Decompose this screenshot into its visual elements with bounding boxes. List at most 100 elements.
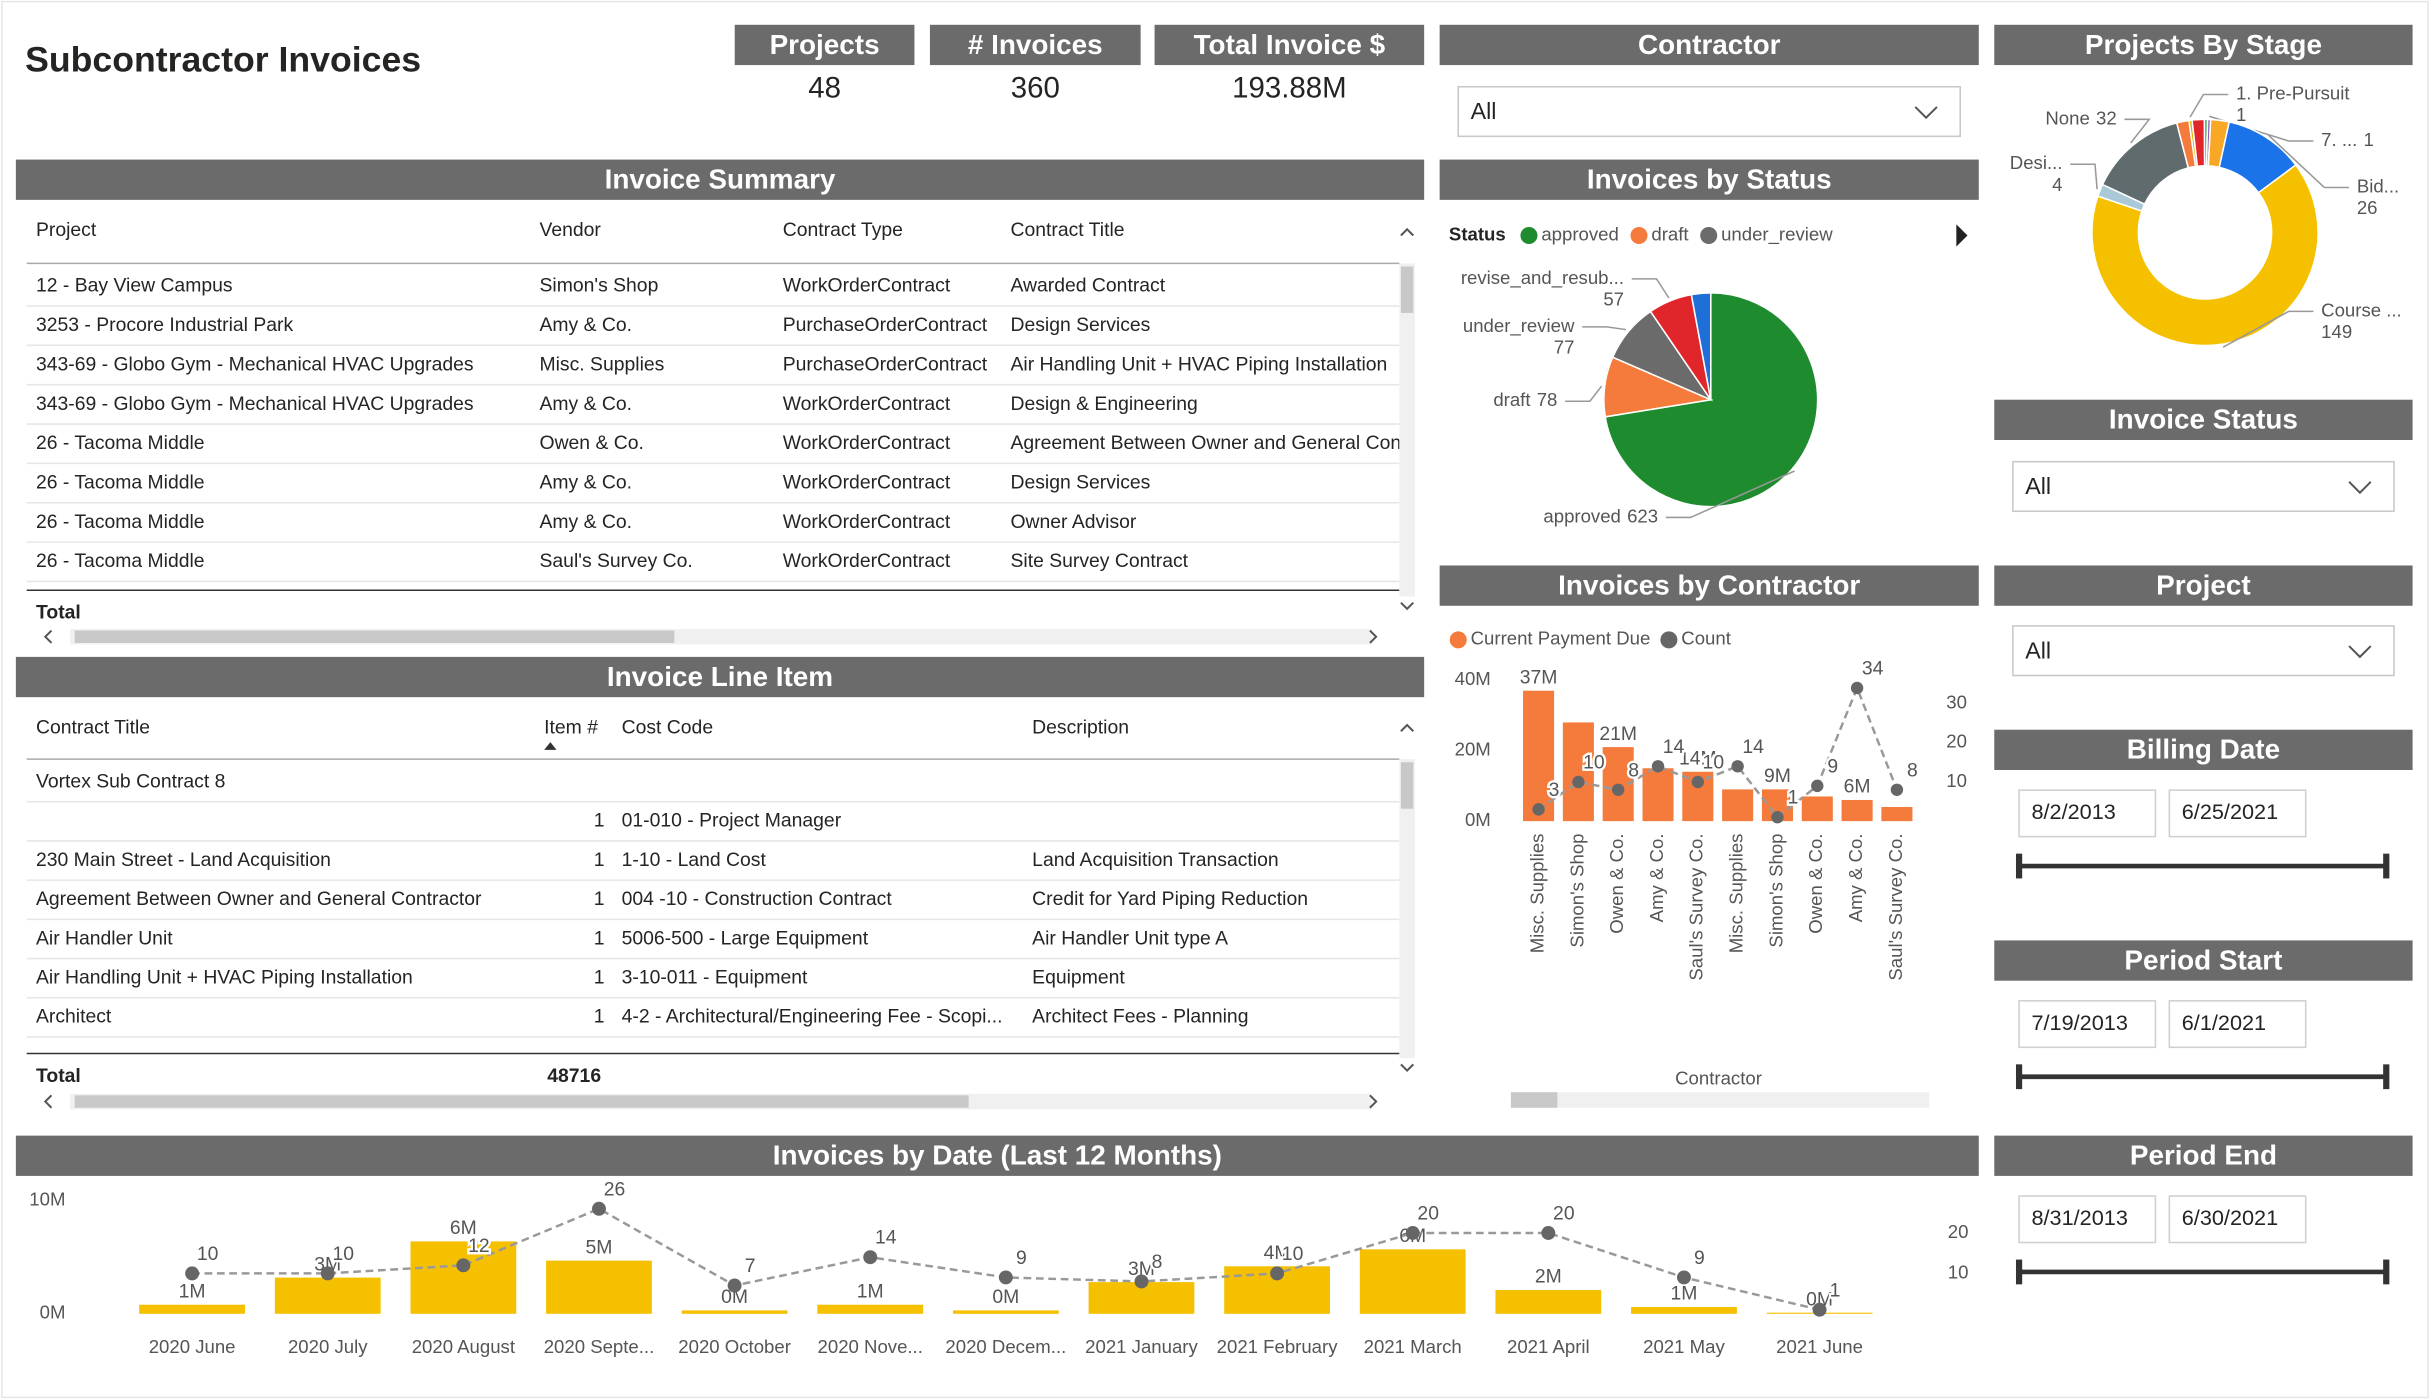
date-input[interactable]: [2018, 1000, 2157, 1049]
date-input[interactable]: [2168, 1000, 2307, 1049]
panel-title: Invoices by Status: [1587, 164, 1832, 195]
column-header: Contract Type: [783, 219, 903, 241]
scrollbar-thumb[interactable]: [1400, 762, 1414, 809]
y2-tick-label: 20: [1948, 1221, 1969, 1242]
line-marker: [1651, 760, 1665, 773]
table-cell: WorkOrderContract: [783, 511, 951, 533]
kpi-value: 193.88M: [1232, 72, 1347, 105]
table-cell: 26 - Tacoma Middle: [36, 471, 205, 493]
y2-tick-label: 30: [1946, 692, 1967, 713]
dropdown[interactable]: [2012, 625, 2395, 677]
line: [1537, 684, 1899, 819]
x-tick-label: 2020 Septe...: [544, 1336, 655, 1357]
slider-handle[interactable]: [2383, 853, 2390, 879]
legend-label: Current Payment Due: [1471, 628, 1651, 649]
date-start: 8/31/2013: [2031, 1205, 2127, 1230]
slice-value: 57: [1603, 288, 1624, 309]
x-tick-label: Owen & Co.: [1805, 834, 1826, 934]
legend-title: Status: [1449, 223, 1506, 244]
bar: [139, 1304, 246, 1314]
slider-handle[interactable]: [2383, 1064, 2390, 1090]
total-cell: Total: [36, 602, 81, 624]
slice-label: Bid... 26: [2357, 175, 2399, 218]
slider-handle[interactable]: [2015, 853, 2023, 879]
line-marker: [1850, 681, 1864, 695]
line-marker: [1812, 1302, 1827, 1317]
bar: [1801, 796, 1833, 822]
date-input[interactable]: [2168, 1195, 2307, 1244]
column-header: Item #: [544, 716, 598, 738]
bar: [681, 1310, 788, 1314]
legend-swatch: [1449, 631, 1467, 649]
panel-title: Total Invoice $: [1194, 29, 1386, 60]
y2-tick-label: 10: [1948, 1261, 1969, 1282]
table-cell: WorkOrderContract: [783, 393, 951, 415]
column-header: Vendor: [540, 219, 602, 241]
table-cell: Architect Fees - Planning: [1032, 1006, 1248, 1028]
leader-line: [1665, 470, 1795, 519]
date-input[interactable]: [2168, 789, 2307, 838]
table-cell: Agreement Between Owner and General Cont…: [1010, 432, 1456, 454]
table-body: Vortex Sub Contract 8 1 01-010 - Project M…: [26, 770, 1400, 1038]
legend-swatch: [1700, 226, 1718, 245]
point-label: 8: [1152, 1251, 1163, 1273]
leader-line: [2070, 163, 2098, 190]
point-label: 14: [875, 1227, 897, 1249]
bar-label: 1M: [179, 1280, 206, 1302]
table-cell: Amy & Co.: [540, 393, 633, 415]
point-label: 10: [1282, 1243, 1304, 1265]
line-marker: [1405, 1226, 1420, 1240]
bar-label: 21M: [1599, 723, 1637, 745]
bar: [1523, 690, 1555, 822]
slice-label: under_review 77: [1463, 315, 1575, 358]
column-header: Description: [1032, 716, 1129, 738]
leader-line: [1582, 326, 1627, 331]
table-cell: 230 Main Street - Land Acquisition: [36, 849, 331, 871]
point-label: 34: [1862, 657, 1884, 679]
slice-name: None: [2045, 107, 2089, 128]
column-header: Contract Title: [1010, 219, 1124, 241]
x-tick-label: Misc. Supplies: [1526, 834, 1547, 954]
x-tick-label: 2020 Decem...: [945, 1336, 1066, 1357]
table-cell: 12 - Bay View Campus: [36, 275, 233, 297]
panel-title: Project: [2156, 570, 2251, 601]
panel-title: Invoice Line Item: [607, 661, 833, 692]
column-header: Project: [36, 219, 97, 241]
slider-handle[interactable]: [2015, 1064, 2023, 1090]
line-marker: [1890, 783, 1904, 796]
point-label: 9: [1827, 755, 1838, 777]
table-cell: Misc. Supplies: [540, 353, 665, 375]
table-cell: 26 - Tacoma Middle: [36, 550, 205, 572]
line-marker: [1676, 1270, 1691, 1285]
scrollbar-thumb[interactable]: [74, 1095, 969, 1108]
bar-label: 1M: [1671, 1283, 1698, 1305]
line-marker: [1541, 1226, 1556, 1240]
slider-handle[interactable]: [2015, 1259, 2023, 1285]
table-cell: Owen & Co.: [540, 432, 644, 454]
slider-handle[interactable]: [2383, 1259, 2390, 1285]
dropdown[interactable]: [1457, 85, 1961, 138]
slice-name: 1. Pre-Pursuit: [2236, 82, 2350, 103]
scrollbar-thumb[interactable]: [1510, 1092, 1558, 1108]
slice: [2091, 163, 2319, 347]
table-cell: 26 - Tacoma Middle: [36, 432, 205, 454]
table-cell: 01-010 - Project Manager: [622, 810, 842, 832]
dropdown-chevron: [2348, 481, 2372, 495]
x-tick-label: 2021 June: [1776, 1336, 1863, 1357]
scrollbar-thumb[interactable]: [74, 630, 675, 643]
slice-label: 1. Pre-Pursuit 1: [2236, 82, 2350, 125]
date-input[interactable]: [2018, 1195, 2157, 1244]
date-input[interactable]: [2018, 789, 2157, 838]
y2-tick-label: 20: [1946, 731, 1967, 752]
bar-label: 4M: [1264, 1242, 1291, 1264]
panel-title: Projects: [770, 29, 880, 60]
table-cell: Equipment: [1032, 966, 1125, 988]
table-cell: 1: [594, 888, 605, 910]
x-tick-label: 2020 Nove...: [818, 1336, 923, 1357]
leader-line: [2222, 310, 2314, 348]
table-cell: 1: [594, 810, 605, 832]
point-label: 10: [332, 1243, 354, 1265]
scrollbar-thumb[interactable]: [1400, 266, 1414, 313]
dropdown[interactable]: [2012, 460, 2395, 513]
column-header: Cost Code: [622, 716, 713, 738]
